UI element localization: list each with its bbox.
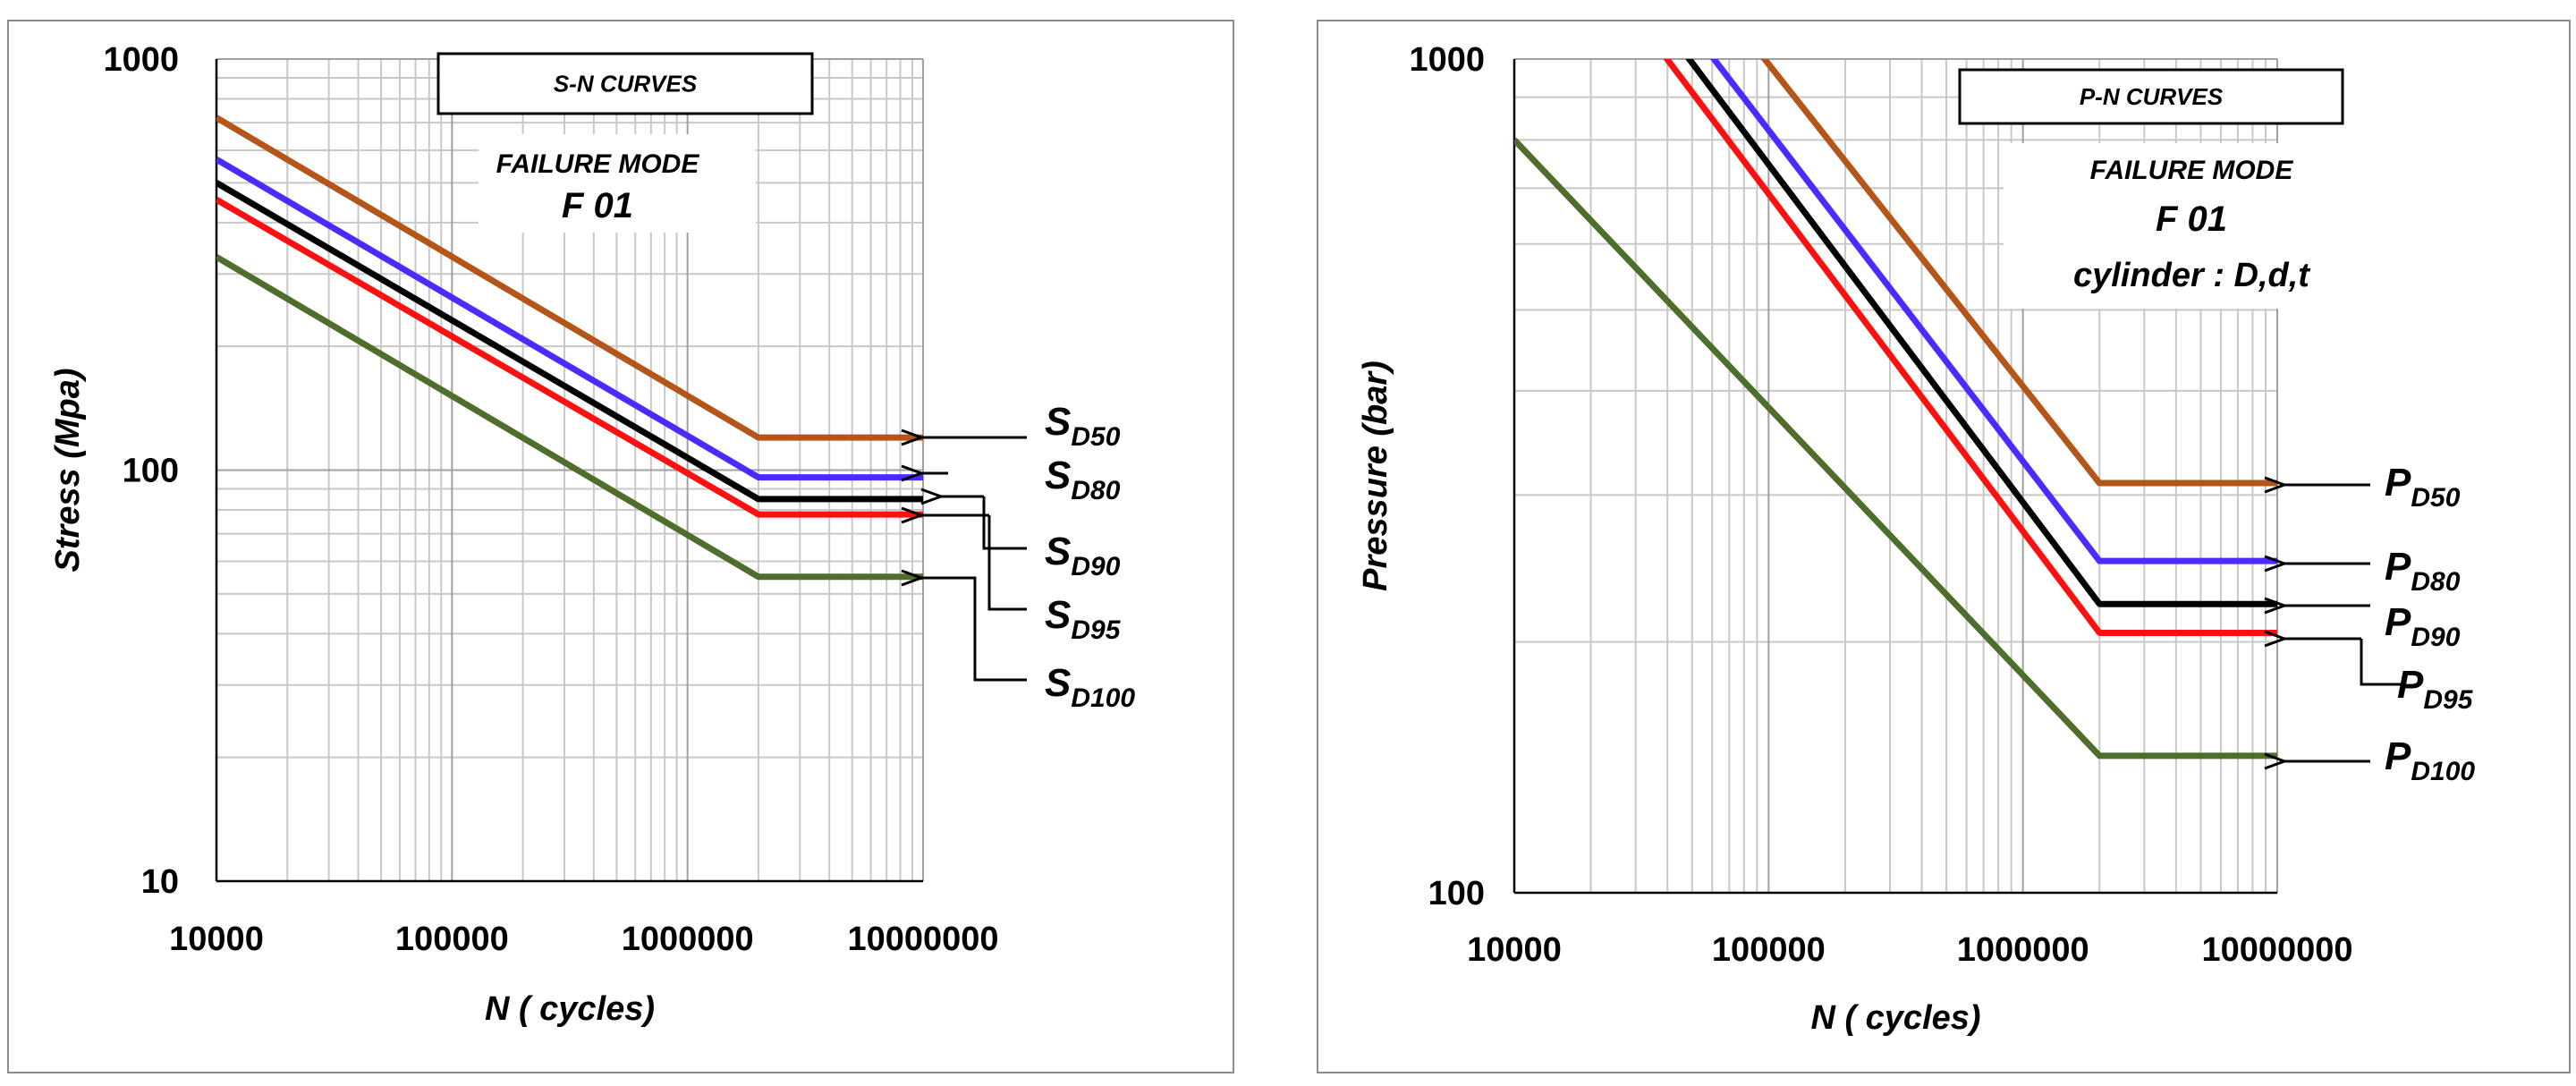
pn-annotation-line: F 01 bbox=[2156, 199, 2227, 239]
pn-label-connector-d95 bbox=[2360, 639, 2406, 686]
pn-annotation-line: FAILURE MODE bbox=[2090, 156, 2294, 185]
pn-x-tick-label: 10000000 bbox=[2201, 931, 2352, 969]
sn-y-tick-label: 1000 bbox=[103, 41, 179, 79]
sn-label-connector-d100 bbox=[921, 578, 1027, 682]
pn-curve-d90 bbox=[1685, 59, 2277, 607]
pn-curve-d50 bbox=[1760, 59, 2277, 487]
sn-series-label-d95: SD95 bbox=[1045, 593, 1122, 645]
pn-x-tick-label: 1000000 bbox=[1957, 931, 2089, 969]
pn-y-axis-title: Pressure (bar) bbox=[1357, 361, 1394, 591]
sn-x-axis-title: N ( cycles) bbox=[485, 990, 655, 1028]
pn-x-tick-label: 10000 bbox=[1467, 931, 1562, 969]
pn-series-label-d50: PD50 bbox=[2385, 461, 2461, 513]
sn-series-label-d90: SD90 bbox=[1045, 530, 1121, 581]
sn-x-tick-label: 100000 bbox=[395, 921, 509, 958]
pn-y-tick-label: 100 bbox=[1428, 875, 1485, 912]
pn-series-label-d95: PD95 bbox=[2397, 663, 2474, 715]
pn-curves bbox=[1514, 59, 2277, 759]
sn-curve-d100 bbox=[216, 254, 923, 581]
sn-title-box bbox=[436, 52, 814, 115]
pn-series-label-d90: PD90 bbox=[2385, 600, 2461, 652]
sn-annotation-bg bbox=[479, 134, 756, 233]
sn-label-connector-d90 bbox=[982, 496, 1027, 550]
pn-series-label-d80: PD80 bbox=[2385, 545, 2461, 597]
sn-y-tick-label: 100 bbox=[123, 453, 179, 490]
sn-curves bbox=[216, 115, 923, 581]
sn-chart-title: S-N CURVES bbox=[554, 71, 698, 98]
sn-x-tick-label: 10000 bbox=[169, 921, 264, 958]
pn-title-box bbox=[1958, 68, 2344, 125]
pn-x-axis-title: N ( cycles) bbox=[1810, 999, 1980, 1037]
sn-curve-d50 bbox=[216, 115, 923, 441]
sn-y-tick-label: 10 bbox=[141, 863, 179, 901]
sn-x-tick-label: 10000000 bbox=[847, 921, 998, 958]
sn-curve-d80 bbox=[216, 157, 923, 481]
pn-x-tick-label: 100000 bbox=[1712, 931, 1826, 969]
pn-chart-title: P-N CURVES bbox=[2080, 83, 2224, 110]
sn-series-label-d80: SD80 bbox=[1045, 454, 1121, 505]
pn-curve-d100 bbox=[1514, 137, 2277, 759]
pn-annotation-bg bbox=[2004, 143, 2379, 309]
pn-series-label-d100: PD100 bbox=[2385, 734, 2475, 786]
sn-series-label-d100: SD100 bbox=[1045, 661, 1135, 713]
sn-annotation-line: F 01 bbox=[562, 186, 633, 225]
pn-curve-d95 bbox=[1663, 59, 2277, 636]
sn-curve-d95 bbox=[216, 197, 923, 518]
pn-annotation-line: cylinder : D,d,t bbox=[2073, 257, 2310, 294]
sn-curve-d90 bbox=[216, 180, 923, 503]
sn-label-connector-d95 bbox=[987, 515, 1027, 611]
sn-x-tick-label: 1000000 bbox=[622, 921, 754, 958]
pn-curve-d80 bbox=[1709, 59, 2277, 564]
pn-y-tick-label: 1000 bbox=[1409, 41, 1485, 79]
sn-annotation-line: FAILURE MODE bbox=[496, 149, 700, 179]
sn-y-axis-title: Stress (Mpa) bbox=[49, 368, 87, 572]
sn-series-label-d50: SD50 bbox=[1045, 400, 1121, 452]
